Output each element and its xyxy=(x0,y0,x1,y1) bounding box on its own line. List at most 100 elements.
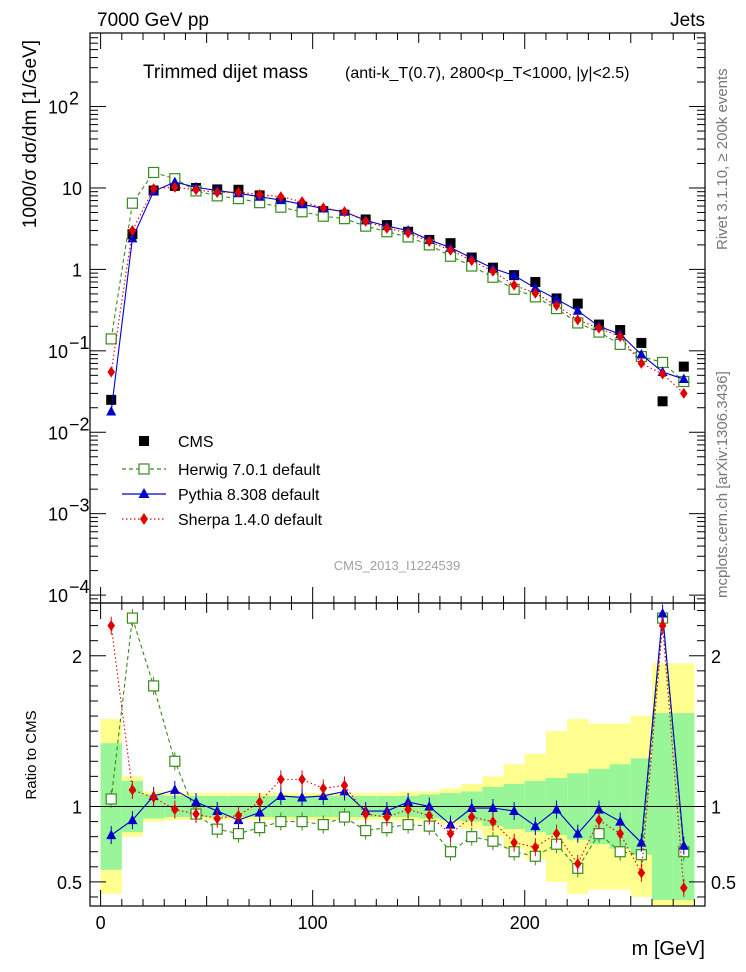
ratio-y-tick-label-right: 2 xyxy=(711,647,721,667)
ratio-point-sherpa xyxy=(489,816,497,828)
ratio-point-sherpa xyxy=(192,808,200,820)
y-tick-label: 10 xyxy=(48,423,68,443)
ratio-point-pythia xyxy=(169,784,180,794)
legend-item-sherpa: Sherpa 1.4.0 default xyxy=(122,512,323,529)
ratio-point-sherpa xyxy=(149,791,158,803)
point-sherpa xyxy=(679,387,688,399)
ratio-y-tick-label: 0.5 xyxy=(57,873,82,893)
series-pythia xyxy=(106,176,689,416)
point-pythia xyxy=(106,405,117,416)
point-herwig xyxy=(126,197,139,209)
point-sherpa xyxy=(510,279,518,291)
plot-title: Trimmed dijet mass xyxy=(143,62,308,83)
y-tick-exponent: 2 xyxy=(69,89,79,109)
series-line-pythia xyxy=(110,181,684,412)
y-tick-exponent: −1 xyxy=(69,333,90,353)
mcplots-label: mcplots.cern.ch [arXiv:1306.3436] xyxy=(714,371,731,598)
ratio-point-sherpa xyxy=(510,837,518,849)
ratio-point-sherpa xyxy=(361,808,370,820)
legend-item-pythia: Pythia 8.308 default xyxy=(122,487,320,504)
ratio-point-sherpa xyxy=(171,804,179,816)
legend-marker-sherpa xyxy=(140,513,148,525)
ratio-point-pythia xyxy=(678,840,689,850)
point-cms xyxy=(530,277,541,288)
point-cms xyxy=(106,394,117,405)
legend-label-cms: CMS xyxy=(178,434,214,451)
point-sherpa xyxy=(446,244,455,256)
point-pythia xyxy=(551,293,562,304)
series-herwig xyxy=(105,166,690,388)
energy-label: 7000 GeV pp xyxy=(97,10,209,31)
ratio-point-herwig xyxy=(254,822,266,834)
point-pythia xyxy=(169,176,180,187)
ratio-point-sherpa xyxy=(679,882,688,894)
point-sherpa xyxy=(192,184,200,196)
point-pythia xyxy=(127,232,138,243)
series-sherpa xyxy=(107,181,688,399)
point-cms xyxy=(678,361,689,372)
ratio-point-pythia xyxy=(424,801,435,811)
ratio-panel: 0.5 0.5 1 1 2 2 0 100 200 Ratio to CMS m [GeV] xyxy=(23,603,736,960)
y-tick-label: 1 xyxy=(72,260,82,280)
series-line-sherpa xyxy=(110,186,685,394)
rivet-label: Rivet 3.1.10, ≥ 200k events xyxy=(714,68,731,250)
ratio-point-sherpa xyxy=(552,828,561,840)
ratio-point-sherpa xyxy=(637,867,646,879)
ratio-point-herwig xyxy=(444,846,457,858)
point-sherpa xyxy=(361,215,370,227)
plot-title-detail: (anti-k_T(0.7), 2800<p_T<1000, |y|<2.5) xyxy=(345,65,629,82)
ratio-point-sherpa xyxy=(213,813,222,825)
point-sherpa xyxy=(234,186,243,198)
ratio-point-pythia xyxy=(509,805,520,816)
ratio-y-axis-label: Ratio to CMS xyxy=(23,710,40,799)
ratio-y-tick-label-right: 1 xyxy=(711,798,721,818)
ratio-point-sherpa xyxy=(298,773,306,785)
y-tick-label: 10 xyxy=(48,98,68,118)
ratio-point-pythia xyxy=(487,802,498,813)
legend-marker-cms xyxy=(139,436,149,446)
ratio-point-herwig xyxy=(614,846,626,858)
ratio-point-pythia xyxy=(657,608,668,618)
ratio-point-pythia xyxy=(530,820,541,831)
x-tick-label: 100 xyxy=(298,913,328,933)
main-panel-series xyxy=(105,166,690,416)
point-pythia xyxy=(509,270,520,280)
point-sherpa xyxy=(128,225,137,237)
ratio-point-pythia xyxy=(466,802,477,813)
y-tick-label: 10 xyxy=(62,179,82,199)
ratio-point-herwig xyxy=(169,755,181,767)
y-tick-label: 10 xyxy=(48,586,68,606)
legend-item-cms: CMS xyxy=(139,434,214,451)
ratio-point-herwig xyxy=(402,818,414,831)
point-sherpa xyxy=(404,227,412,239)
ratio-point-herwig xyxy=(487,835,499,847)
ratio-point-herwig xyxy=(593,828,605,840)
ratio-point-pythia xyxy=(275,790,286,800)
ratio-series-herwig xyxy=(105,609,690,878)
point-cms xyxy=(657,396,668,407)
ratio-point-sherpa xyxy=(595,814,603,826)
point-sherpa xyxy=(107,366,116,378)
point-sherpa xyxy=(467,255,476,267)
ratio-point-sherpa xyxy=(531,841,540,853)
y-tick-label: 10 xyxy=(48,505,68,525)
point-sherpa xyxy=(425,236,434,248)
ratio-point-sherpa xyxy=(255,796,264,808)
ratio-point-herwig xyxy=(126,612,139,624)
ratio-point-sherpa xyxy=(340,779,349,791)
legend-item-herwig: Herwig 7.0.1 default xyxy=(122,462,321,479)
ratio-point-pythia xyxy=(615,816,626,826)
ratio-point-herwig xyxy=(317,818,329,831)
ratio-point-pythia xyxy=(191,796,202,806)
ratio-point-pythia xyxy=(297,791,308,802)
ratio-point-sherpa xyxy=(573,858,582,870)
point-sherpa xyxy=(383,222,391,234)
ratio-line-herwig xyxy=(110,617,685,870)
point-herwig xyxy=(148,166,160,179)
point-sherpa xyxy=(340,206,349,218)
point-sherpa xyxy=(552,300,561,312)
ratio-point-herwig xyxy=(296,815,308,828)
point-sherpa xyxy=(149,183,158,195)
